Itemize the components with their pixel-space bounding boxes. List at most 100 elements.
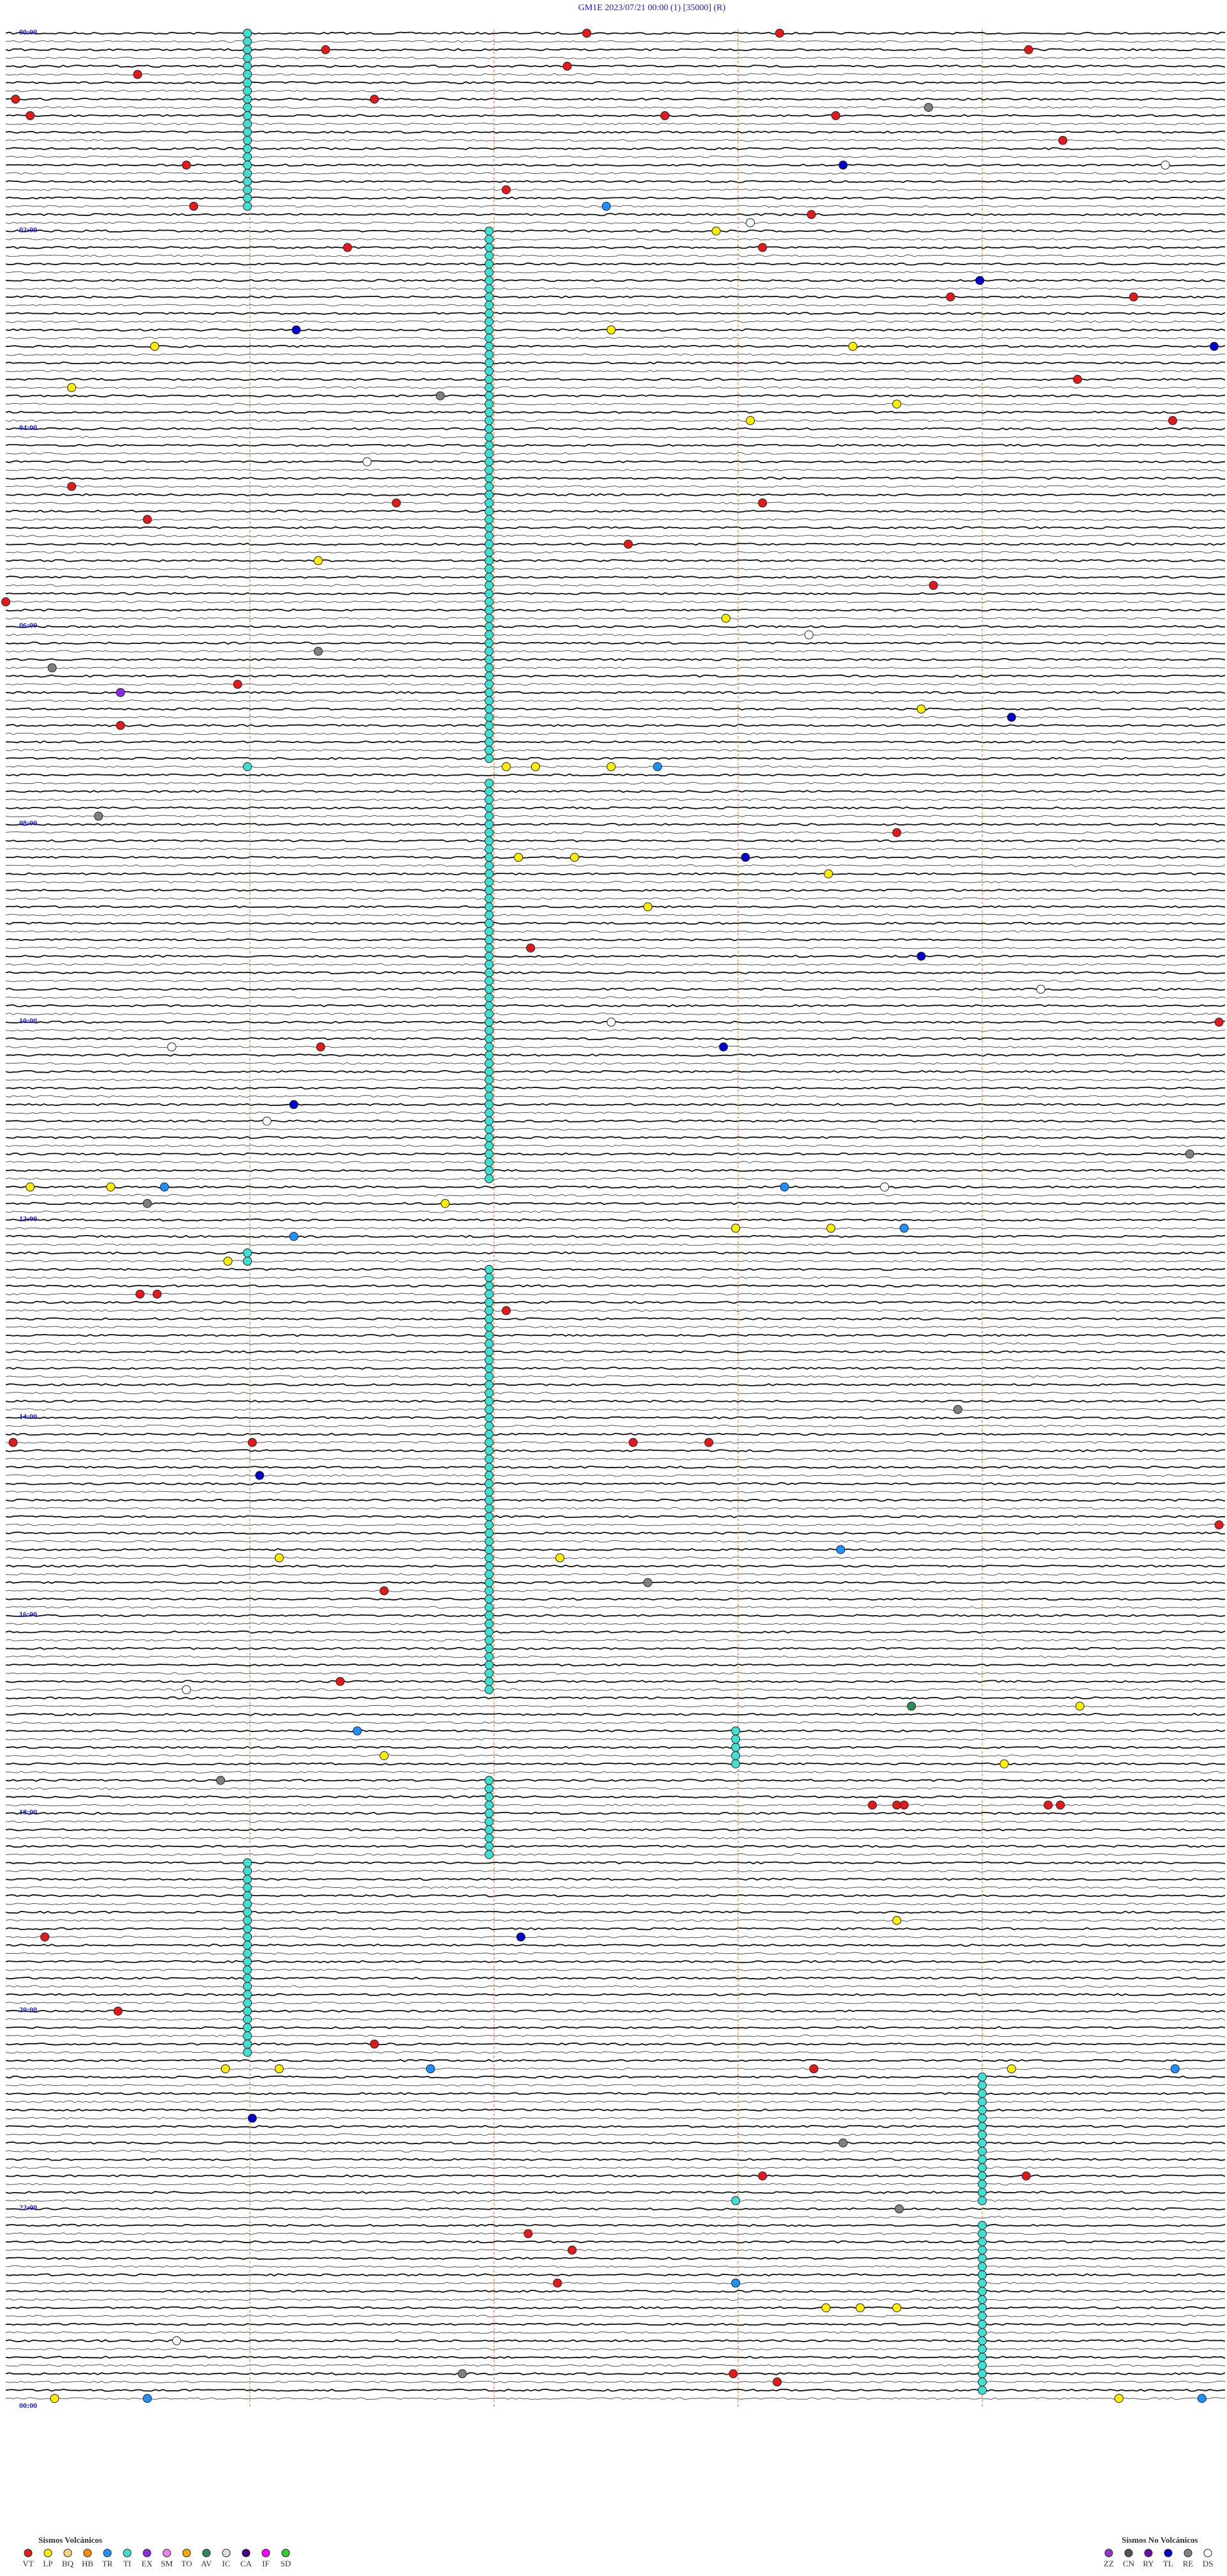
event: [484, 1602, 494, 1612]
event: [484, 1446, 494, 1455]
trace: [6, 740, 1225, 744]
trace: [5, 2058, 1226, 2062]
legend-swatch: [1124, 2549, 1133, 2557]
event: [243, 2031, 252, 2041]
event: [484, 613, 494, 623]
event: [484, 1059, 494, 1068]
trace: [5, 361, 1226, 365]
event: [106, 1182, 116, 1192]
trace: [5, 1103, 1226, 1107]
trace: [5, 2018, 1226, 2021]
event: [274, 1553, 284, 1563]
hour-label: 12:00: [19, 1214, 37, 1223]
legend-label: AV: [201, 2559, 212, 2568]
legend-label: LP: [43, 2559, 52, 2568]
event: [321, 45, 330, 54]
trace: [5, 650, 1225, 653]
event: [978, 2253, 987, 2263]
trace: [5, 1968, 1226, 1972]
event: [291, 325, 301, 335]
hour-label: 10:00: [19, 1016, 37, 1025]
event: [243, 1924, 252, 1933]
title: GM1E 2023/07/21 00:00 (1) [35000] (R): [578, 3, 726, 13]
event: [978, 2179, 987, 2189]
event: [484, 564, 494, 574]
trace: [5, 2257, 1226, 2260]
trace: [5, 1795, 1226, 1798]
trace: [5, 847, 1226, 851]
trace: [5, 1029, 1226, 1032]
event: [526, 943, 536, 953]
trace: [5, 2083, 1226, 2087]
event: [484, 647, 494, 656]
event: [255, 1471, 265, 1480]
trace: [5, 1713, 1226, 1716]
event: [775, 29, 784, 38]
trace: [5, 979, 1226, 983]
trace: [5, 97, 1226, 101]
trace: [5, 2356, 1226, 2359]
trace: [5, 1243, 1226, 1246]
event: [1185, 1149, 1194, 1159]
event: [484, 1050, 494, 1060]
trace: [5, 938, 1226, 942]
event: [143, 515, 152, 525]
trace: [5, 287, 1225, 290]
trace: [5, 1227, 1226, 1230]
legend-swatch: [1164, 2549, 1173, 2557]
trace: [5, 963, 1226, 966]
trace: [5, 2331, 1226, 2334]
trace: [5, 1474, 1226, 1477]
trace: [5, 2273, 1226, 2277]
trace: [5, 73, 1226, 76]
legend-swatch: [103, 2549, 112, 2557]
trace: [5, 1441, 1226, 1444]
trace: [5, 180, 1226, 183]
trace: [5, 1564, 1226, 1568]
trace: [5, 1630, 1226, 1634]
trace: [5, 436, 1226, 439]
event: [484, 1380, 494, 1390]
trace: [5, 1268, 1226, 1271]
event: [484, 1825, 494, 1835]
event: [243, 1866, 252, 1876]
event: [555, 1553, 565, 1563]
event: [343, 243, 352, 252]
trace: [6, 1853, 1226, 1856]
event: [978, 2171, 987, 2181]
event: [243, 29, 252, 38]
legend-swatch: [24, 2549, 33, 2557]
event: [484, 935, 494, 944]
event: [26, 111, 35, 120]
trace: [5, 2182, 1226, 2186]
event: [243, 119, 252, 128]
event: [484, 1594, 494, 1604]
event: [243, 201, 252, 211]
event: [530, 762, 540, 772]
trace: [5, 657, 1226, 661]
trace: [5, 1705, 1226, 1708]
event: [484, 1817, 494, 1827]
event: [978, 2105, 987, 2115]
event: [838, 2138, 848, 2148]
trace: [5, 872, 1226, 876]
trace: [5, 1903, 1226, 1906]
event: [746, 416, 755, 425]
event: [484, 1487, 494, 1497]
trace: [5, 682, 1226, 686]
event: [704, 1438, 714, 1447]
event: [247, 1438, 257, 1447]
event: [243, 1256, 252, 1266]
event: [50, 2394, 59, 2404]
event: [484, 1553, 494, 1563]
event: [652, 762, 662, 772]
event: [243, 2006, 252, 2016]
event: [181, 160, 191, 170]
event: [484, 985, 494, 994]
event: [484, 268, 494, 277]
legend-label: CN: [1123, 2559, 1135, 2568]
event: [243, 2023, 252, 2032]
event: [484, 1421, 494, 1430]
event: [731, 1743, 741, 1752]
event: [484, 300, 494, 310]
